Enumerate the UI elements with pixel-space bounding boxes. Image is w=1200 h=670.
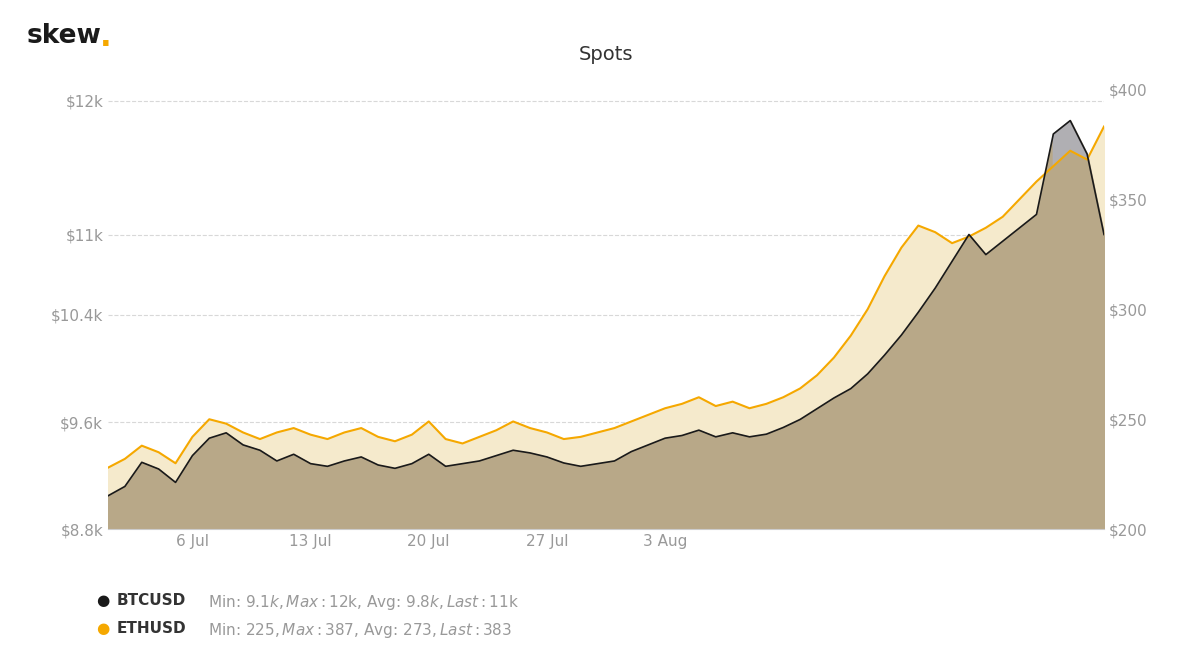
Text: ●: ● [96, 621, 109, 636]
Title: Spots: Spots [578, 45, 634, 64]
Text: Min: $225, Max: $387, Avg: $273, Last: $383: Min: $225, Max: $387, Avg: $273, Last: $… [208, 621, 511, 640]
Text: .: . [100, 23, 112, 52]
Text: ●: ● [96, 593, 109, 608]
Text: ETHUSD: ETHUSD [116, 621, 186, 636]
Text: BTCUSD: BTCUSD [116, 593, 186, 608]
Text: Min: $9.1k, Max: $12k, Avg: $9.8k, Last: $11k: Min: $9.1k, Max: $12k, Avg: $9.8k, Last:… [208, 593, 518, 612]
Text: skew: skew [26, 23, 101, 50]
